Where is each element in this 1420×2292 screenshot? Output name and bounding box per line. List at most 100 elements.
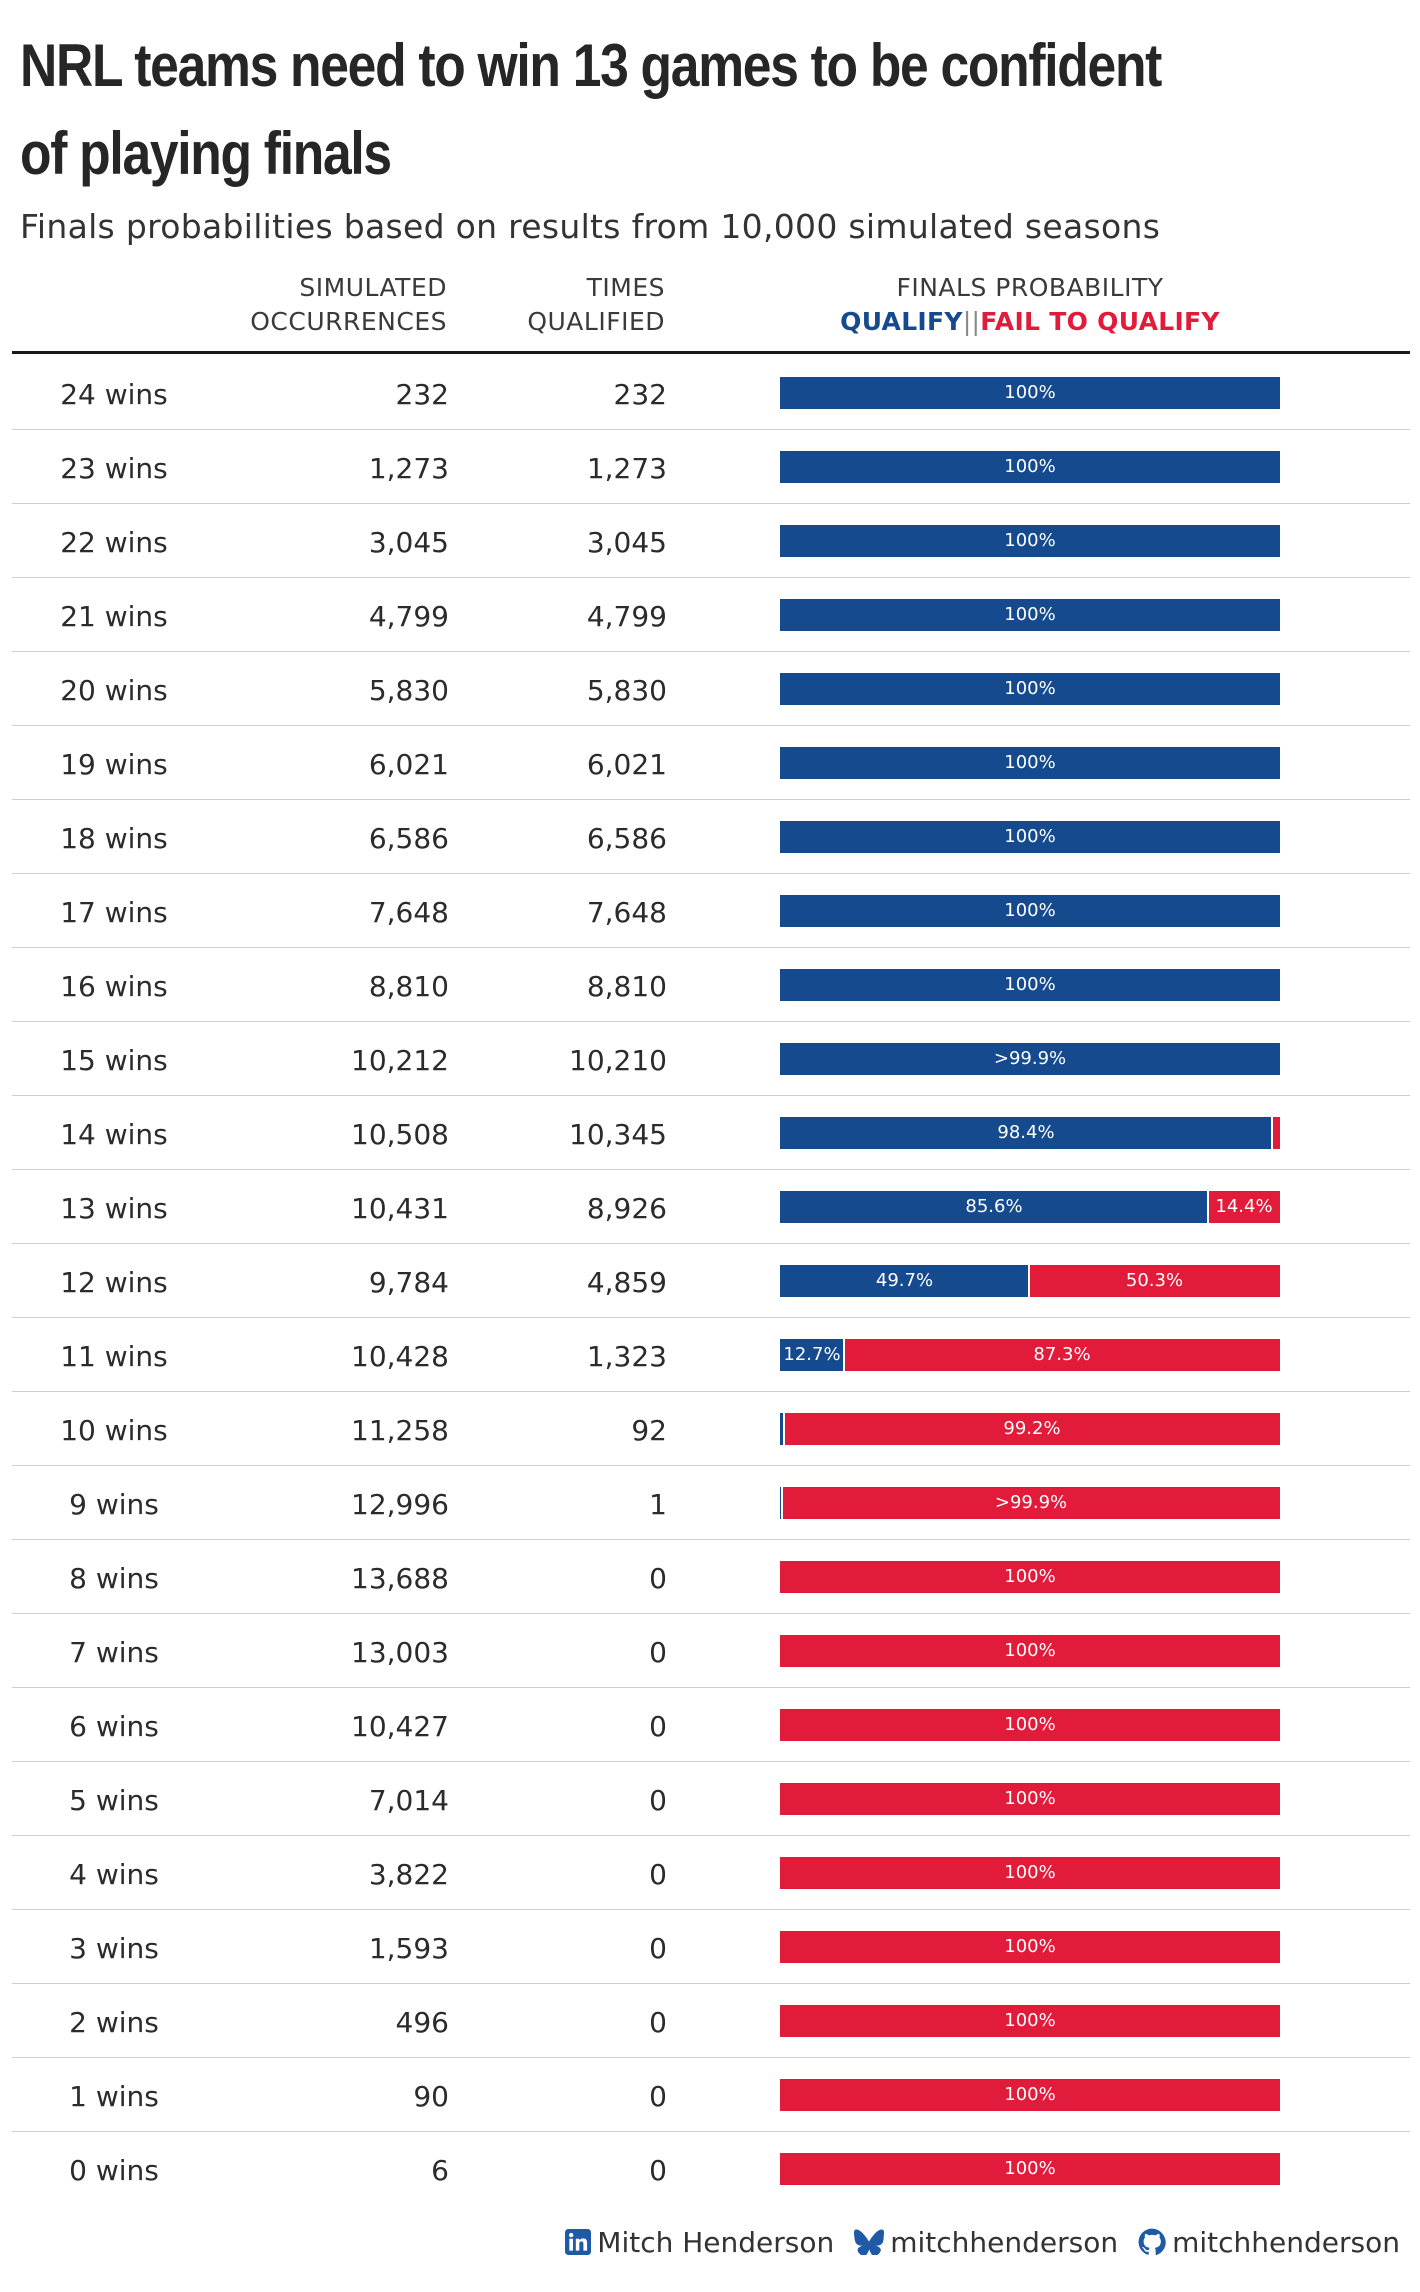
fail-label: 100% bbox=[1004, 1714, 1056, 1735]
row-divider bbox=[12, 947, 1410, 948]
row-divider bbox=[12, 1613, 1410, 1614]
qualify-segment bbox=[780, 895, 1280, 927]
occurrences-value: 1,593 bbox=[368, 1932, 449, 1965]
occurrences-value: 6 bbox=[431, 2154, 449, 2187]
header-occ-line1: SIMULATED bbox=[299, 273, 447, 302]
occurrences-value: 10,427 bbox=[351, 1710, 449, 1743]
wins-label: 23 wins bbox=[60, 452, 168, 485]
qualify-label: 100% bbox=[1004, 604, 1056, 625]
row-divider bbox=[12, 577, 1410, 578]
table-row: 20 wins 5,830 5,830 100% bbox=[12, 652, 1410, 726]
table-row: 13 wins 10,431 8,926 85.6% 14.4% bbox=[12, 1170, 1410, 1244]
wins-label: 6 wins bbox=[69, 1710, 159, 1743]
wins-label: 3 wins bbox=[69, 1932, 159, 1965]
table-row: 3 wins 1,593 0 100% bbox=[12, 1910, 1410, 1984]
wins-label: 9 wins bbox=[69, 1488, 159, 1521]
qualify-segment bbox=[780, 377, 1280, 409]
header-prob-label: FINALS PROBABILITY bbox=[896, 273, 1164, 302]
probability-bar: 49.7% 50.3% bbox=[780, 1265, 1280, 1297]
qualify-segment bbox=[780, 1117, 1272, 1149]
fail-segment bbox=[780, 1783, 1280, 1815]
qualify-label: 100% bbox=[1004, 456, 1056, 477]
qualified-value: 8,810 bbox=[586, 970, 667, 1003]
qualify-segment bbox=[780, 673, 1280, 705]
bluesky-icon[interactable] bbox=[854, 2229, 885, 2255]
fail-segment bbox=[1029, 1265, 1280, 1297]
wins-label: 19 wins bbox=[60, 748, 168, 781]
fail-segment bbox=[782, 1487, 1280, 1519]
probability-bar: 100% bbox=[780, 1783, 1280, 1815]
probability-bar: 100% bbox=[780, 2153, 1280, 2185]
row-divider bbox=[12, 725, 1410, 726]
row-divider bbox=[12, 1687, 1410, 1688]
row-divider bbox=[12, 429, 1410, 430]
qualified-value: 0 bbox=[649, 1710, 667, 1743]
qualify-label: 100% bbox=[1004, 678, 1056, 699]
qualify-label: 100% bbox=[1004, 900, 1056, 921]
fail-segment bbox=[780, 1709, 1280, 1741]
table-row: 22 wins 3,045 3,045 100% bbox=[12, 504, 1410, 578]
qualified-value: 6,586 bbox=[586, 822, 667, 855]
qualified-value: 0 bbox=[649, 2080, 667, 2113]
probability-bar: 100% bbox=[780, 1709, 1280, 1741]
bluesky-handle[interactable]: mitchhenderson bbox=[890, 2225, 1119, 2259]
occurrences-value: 6,021 bbox=[368, 748, 449, 781]
probability-bar: 100% bbox=[780, 599, 1280, 631]
occurrences-value: 10,212 bbox=[351, 1044, 449, 1077]
qualified-value: 10,345 bbox=[569, 1118, 667, 1151]
wins-label: 18 wins bbox=[60, 822, 168, 855]
qualify-segment bbox=[780, 747, 1280, 779]
qualify-segment bbox=[780, 1191, 1208, 1223]
occurrences-value: 10,508 bbox=[351, 1118, 449, 1151]
linkedin-icon[interactable] bbox=[565, 2229, 592, 2255]
probability-bar: 12.7% 87.3% bbox=[780, 1339, 1280, 1371]
row-divider bbox=[12, 1761, 1410, 1762]
probability-bar: 100% bbox=[780, 525, 1280, 557]
linkedin-name[interactable]: Mitch Henderson bbox=[597, 2225, 835, 2259]
wins-label: 11 wins bbox=[60, 1340, 168, 1373]
probability-bar: 100% bbox=[780, 1635, 1280, 1667]
wins-label: 10 wins bbox=[60, 1414, 168, 1447]
segment-divider bbox=[1207, 1191, 1209, 1223]
qualify-segment bbox=[780, 1413, 784, 1445]
row-divider bbox=[12, 503, 1410, 504]
legend-fail: FAIL TO QUALIFY bbox=[980, 307, 1220, 336]
table-row: 15 wins 10,212 10,210 >99.9% bbox=[12, 1022, 1410, 1096]
qualified-value: 4,799 bbox=[586, 600, 667, 633]
table-row: 8 wins 13,688 0 100% bbox=[12, 1540, 1410, 1614]
legend-separator: || bbox=[962, 307, 981, 336]
qualify-label: 85.6% bbox=[965, 1196, 1023, 1217]
fail-label: 50.3% bbox=[1125, 1270, 1184, 1291]
qualified-value: 6,021 bbox=[586, 748, 667, 781]
probability-bar: 100% bbox=[780, 1561, 1280, 1593]
occurrences-value: 90 bbox=[413, 2080, 449, 2113]
table-row: 21 wins 4,799 4,799 100% bbox=[12, 578, 1410, 652]
table-row: 12 wins 9,784 4,859 49.7% 50.3% bbox=[12, 1244, 1410, 1318]
occurrences-value: 6,586 bbox=[368, 822, 449, 855]
qualify-segment bbox=[780, 821, 1280, 853]
qualified-value: 4,859 bbox=[586, 1266, 667, 1299]
header-simulated-occurrences: SIMULATED OCCURRENCES bbox=[250, 271, 447, 339]
github-icon[interactable] bbox=[1138, 2228, 1166, 2256]
header-finals-probability: FINALS PROBABILITY QUALIFY||FAIL TO QUAL… bbox=[780, 271, 1280, 339]
probability-bar: 100% bbox=[780, 747, 1280, 779]
fail-segment bbox=[780, 1635, 1280, 1667]
table-row: 9 wins 12,996 1 >99.9% bbox=[12, 1466, 1410, 1540]
header-qual-line2: QUALIFIED bbox=[527, 307, 665, 336]
row-divider bbox=[12, 1021, 1410, 1022]
header-occ-line2: OCCURRENCES bbox=[250, 307, 447, 336]
occurrences-value: 13,688 bbox=[351, 1562, 449, 1595]
qualify-label: 49.7% bbox=[875, 1270, 934, 1291]
probability-bar: 99.2% bbox=[780, 1413, 1280, 1445]
github-handle[interactable]: mitchhenderson bbox=[1172, 2225, 1400, 2259]
probability-bar: 100% bbox=[780, 2079, 1280, 2111]
wins-label: 7 wins bbox=[69, 1636, 159, 1669]
qualified-value: 1 bbox=[649, 1488, 667, 1521]
fail-segment bbox=[780, 1561, 1280, 1593]
qualify-segment bbox=[780, 599, 1280, 631]
row-divider bbox=[12, 799, 1410, 800]
fail-label: 100% bbox=[1004, 1788, 1056, 1809]
occurrences-value: 11,258 bbox=[351, 1414, 449, 1447]
probability-bar: 100% bbox=[780, 821, 1280, 853]
probability-bar: >99.9% bbox=[780, 1043, 1280, 1075]
